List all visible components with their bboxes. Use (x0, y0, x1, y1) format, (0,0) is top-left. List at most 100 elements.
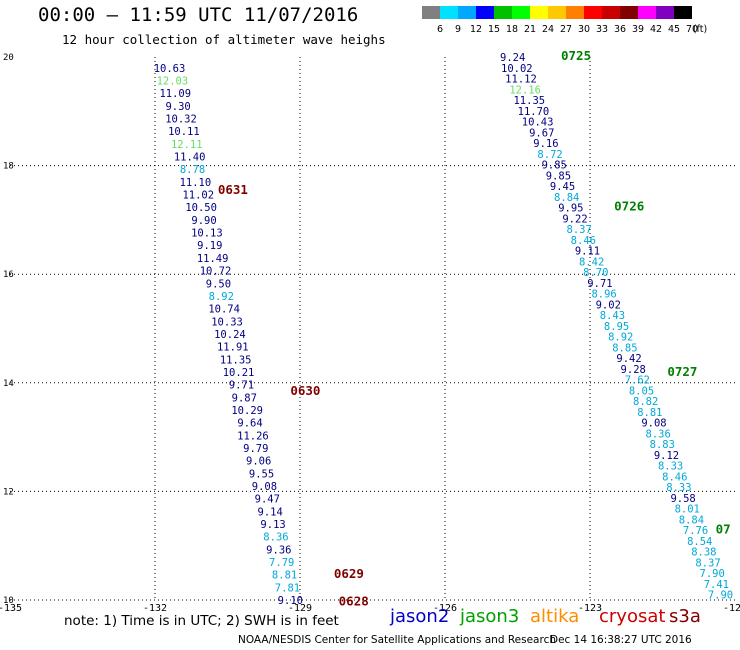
wave-height-value: 10.02 (501, 63, 533, 75)
wave-height-value: 10.11 (168, 126, 200, 138)
wave-height-value: 10.50 (185, 202, 217, 214)
wave-height-value: 8.37 (695, 557, 720, 569)
wave-height-value: 11.26 (237, 430, 269, 442)
wave-height-value: 12.16 (509, 84, 541, 96)
wave-height-value: 9.85 (542, 160, 567, 172)
wave-height-value: 8.42 (579, 256, 604, 268)
wave-height-value: 7.90 (708, 590, 733, 602)
wave-height-value: 8.36 (646, 428, 671, 440)
colorbar-swatch (566, 6, 584, 19)
wave-height-value: 9.11 (575, 246, 600, 258)
wave-height-value: 8.96 (591, 289, 616, 301)
wave-height-value: 9.13 (260, 519, 285, 531)
wave-height-value: 11.70 (518, 106, 550, 118)
colorbar-tick-label: 12 (469, 24, 483, 35)
wave-height-value: 9.87 (232, 392, 257, 404)
wave-height-value: 8.54 (687, 536, 712, 548)
wave-height-value: 7.41 (704, 579, 729, 591)
wave-height-value: 8.46 (571, 235, 596, 247)
wave-height-value: 11.40 (174, 152, 206, 164)
wave-height-value: 11.09 (159, 88, 191, 100)
wave-height-value: 9.71 (587, 278, 612, 290)
wave-height-value: 8.81 (637, 407, 662, 419)
x-tick-label: -135 (0, 603, 22, 614)
wave-height-value: 9.95 (558, 203, 583, 215)
satellite-legend-altika: altika (530, 606, 580, 627)
wave-height-value: 9.02 (596, 299, 621, 311)
page-title: 00:00 – 11:59 UTC 11/07/2016 (38, 4, 359, 26)
wave-height-value: 8.37 (567, 224, 592, 236)
wave-height-value: 11.49 (197, 253, 229, 265)
colorbar-swatch (674, 6, 692, 19)
wave-height-value: 9.12 (654, 450, 679, 462)
y-tick-label: 14 (3, 379, 14, 389)
wave-height-value: 9.79 (243, 443, 268, 455)
wave-height-value: 9.50 (206, 278, 231, 290)
wave-height-value: 8.38 (691, 547, 716, 559)
colorbar-swatch (494, 6, 512, 19)
wave-height-value: 9.64 (237, 418, 262, 430)
x-tick-label: -120 (723, 603, 740, 614)
colorbar-swatch (602, 6, 620, 19)
grid-layer (10, 57, 735, 601)
colorbar-tick-label: 9 (454, 24, 462, 35)
colorbar-swatch (440, 6, 458, 19)
wave-height-value: 9.16 (533, 138, 558, 150)
wave-height-value: 8.46 (662, 471, 687, 483)
y-tick-label: 20 (3, 53, 14, 63)
colorbar-tick-label: 36 (613, 24, 627, 35)
y-tick-label: 16 (3, 270, 14, 280)
wave-height-value: 8.43 (600, 310, 625, 322)
credit-line: NOAA/NESDIS Center for Satellite Applica… (238, 634, 556, 646)
satellite-legend-s3a: s3a (669, 606, 701, 627)
wave-height-value: 8.92 (608, 332, 633, 344)
wave-height-value: 8.33 (658, 461, 683, 473)
colorbar-swatch (458, 6, 476, 19)
wave-height-value: 11.35 (513, 95, 545, 107)
y-tick-label: 10 (3, 596, 14, 606)
wave-height-value: 8.72 (537, 149, 562, 161)
wave-height-value: 8.81 (272, 570, 297, 582)
wave-height-value: 7.79 (269, 557, 294, 569)
colorbar-tick-label: 42 (649, 24, 663, 35)
colorbar-swatch (422, 6, 440, 19)
satellite-legend-cryosat: cryosat (599, 606, 666, 627)
colorbar-tick-label: 15 (487, 24, 501, 35)
wave-height-value: 9.06 (246, 456, 271, 468)
time-label-layer: 0631 0630 0629 0628 0725 0726 0727 07 (218, 48, 731, 609)
colorbar-tick-label: 24 (541, 24, 555, 35)
wave-height-value: 9.47 (255, 494, 280, 506)
pass-time-label: 0630 (290, 383, 320, 398)
wave-height-value: 10.24 (214, 329, 246, 341)
colorbar-tick-label: 6 (436, 24, 444, 35)
wave-height-value: 8.36 (263, 532, 288, 544)
wave-height-value: 7.62 (625, 375, 650, 387)
colorbar-swatch (476, 6, 494, 19)
wave-height-value: 9.58 (670, 493, 695, 505)
wave-height-value: 11.35 (220, 354, 252, 366)
wave-height-value: 8.84 (679, 514, 704, 526)
wave-height-value: 9.28 (621, 364, 646, 376)
wave-height-value: 9.08 (641, 418, 666, 430)
generation-timestamp: Dec 14 16:38:27 UTC 2016 (550, 634, 692, 646)
pass-time-label: 0726 (614, 198, 644, 213)
wave-height-value: 8.78 (180, 164, 205, 176)
x-tick-label: -123 (578, 603, 602, 614)
wave-height-value: 7.90 (700, 568, 725, 580)
satellite-legend-jason3: jason3 (460, 606, 520, 627)
wave-height-value: 8.92 (209, 291, 234, 303)
satellite-legend-jason2: jason2 (390, 606, 450, 627)
wave-height-value: 9.08 (252, 481, 277, 493)
wave-height-value: 10.29 (231, 405, 263, 417)
colorbar-swatch (548, 6, 566, 19)
wave-height-value: 10.63 (154, 63, 186, 75)
pass-time-label: 0629 (334, 566, 364, 581)
wave-height-value: 8.82 (633, 396, 658, 408)
wave-height-value: 9.67 (529, 127, 554, 139)
page-subtitle: 12 hour collection of altimeter wave hei… (62, 32, 386, 47)
colorbar-tick-label: 30 (577, 24, 591, 35)
wave-height-value: 10.33 (211, 316, 243, 328)
wave-height-value: 11.10 (180, 177, 212, 189)
wave-height-value: 10.72 (200, 266, 232, 278)
colorbar-tick-label: 45 (667, 24, 681, 35)
